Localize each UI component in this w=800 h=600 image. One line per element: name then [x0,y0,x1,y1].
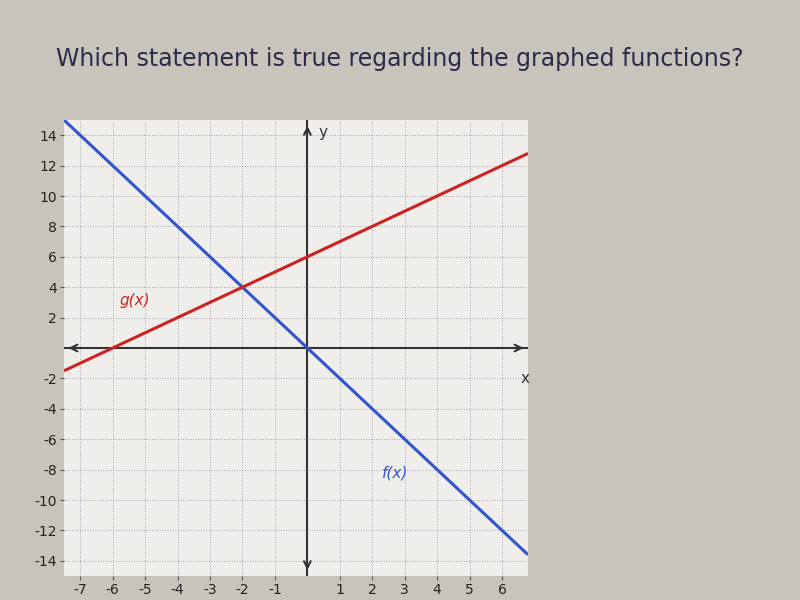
Text: f(x): f(x) [382,465,408,480]
Text: y: y [318,125,328,140]
Text: Which statement is true regarding the graphed functions?: Which statement is true regarding the gr… [56,47,744,71]
Text: x: x [520,371,530,386]
Text: g(x): g(x) [119,293,150,308]
